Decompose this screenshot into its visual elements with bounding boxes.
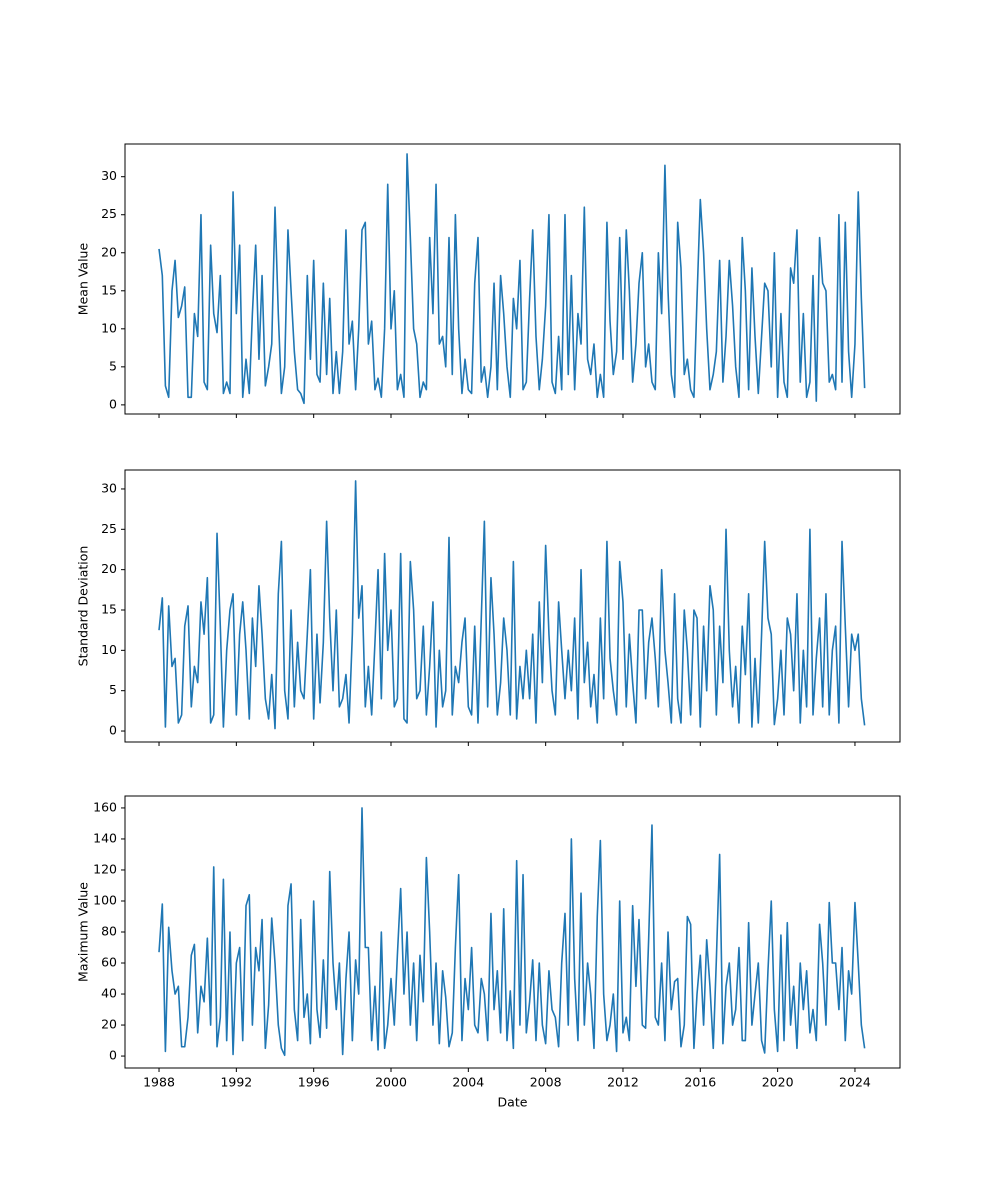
y-tick-label: 0 <box>109 723 117 738</box>
y-tick-label: 80 <box>101 924 117 939</box>
y-tick-label: 5 <box>109 358 117 373</box>
line-series <box>158 153 866 405</box>
subplot: 0 20 40 60 80 100 120 140 160 1988 1992 1996 2000 200… <box>76 795 901 1110</box>
x-tick-label: 2024 <box>839 1075 871 1090</box>
y-tick-label: 10 <box>101 320 117 335</box>
line-series <box>158 807 866 1057</box>
y-tick-label: 15 <box>101 282 117 297</box>
axes-frame <box>124 795 901 1069</box>
y-tick-label: 20 <box>101 244 117 259</box>
axes-frame <box>124 469 901 743</box>
x-tick-label: 2004 <box>452 1075 484 1090</box>
y-tick-label: 25 <box>101 521 117 536</box>
subplot: 0 5 10 15 20 25 30 Standard Deviation <box>76 469 901 746</box>
y-tick-label: 5 <box>109 682 117 697</box>
y-tick-label: 20 <box>101 561 117 576</box>
x-tick-label: 2016 <box>684 1075 716 1090</box>
y-tick-label: 20 <box>101 1017 117 1032</box>
y-tick-label: 100 <box>93 892 117 907</box>
y-tick-label: 40 <box>101 986 117 1001</box>
x-tick-label: 2020 <box>762 1075 794 1090</box>
y-tick-label: 30 <box>101 168 117 183</box>
x-tick-label: 1992 <box>220 1075 252 1090</box>
y-tick-label: 0 <box>109 396 117 411</box>
x-tick-label: 2012 <box>607 1075 639 1090</box>
line-series <box>158 480 866 730</box>
axes-frame <box>124 143 901 415</box>
x-tick-label: 2000 <box>375 1075 407 1090</box>
subplot: 0 5 10 15 20 25 30 Mean Value <box>76 143 901 418</box>
y-axis-label: Maximum Value <box>76 882 91 982</box>
y-tick-label: 160 <box>93 799 117 814</box>
y-tick-label: 140 <box>93 830 117 845</box>
y-tick-label: 120 <box>93 861 117 876</box>
x-tick-label: 1996 <box>298 1075 330 1090</box>
y-tick-label: 30 <box>101 480 117 495</box>
x-axis-label: Date <box>498 1095 528 1110</box>
y-tick-label: 15 <box>101 601 117 616</box>
y-axis-label: Mean Value <box>76 243 91 316</box>
y-axis-label: Standard Deviation <box>76 546 91 667</box>
y-tick-label: 60 <box>101 955 117 970</box>
y-tick-label: 0 <box>109 1048 117 1063</box>
x-tick-label: 2008 <box>530 1075 562 1090</box>
y-tick-label: 10 <box>101 642 117 657</box>
y-tick-label: 25 <box>101 206 117 221</box>
x-tick-label: 1988 <box>143 1075 175 1090</box>
